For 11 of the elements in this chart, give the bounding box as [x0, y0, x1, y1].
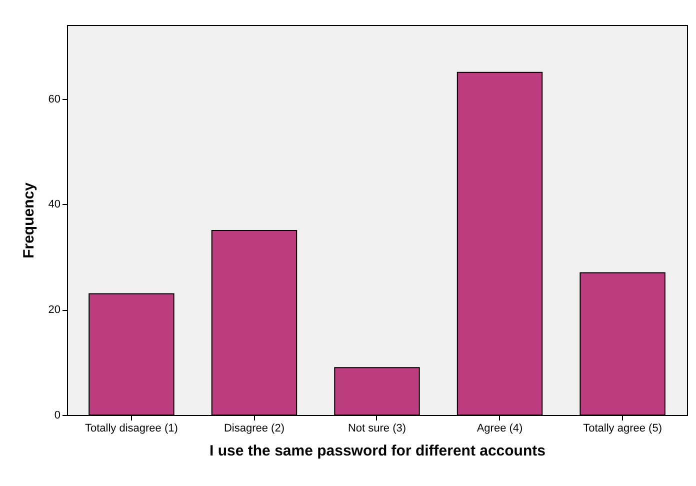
- x-tick-label: Disagree (2): [224, 422, 284, 434]
- x-tick-label: Agree (4): [476, 422, 523, 434]
- x-tick-label: Totally agree (5): [583, 422, 662, 434]
- y-axis-title: Frequency: [20, 182, 38, 258]
- y-tick-label: 0: [54, 410, 60, 422]
- x-tick-label: Totally disagree (1): [84, 422, 178, 434]
- y-tick-label: 20: [48, 304, 60, 316]
- x-axis-title: I use the same password for different accounts: [210, 442, 546, 460]
- x-tick-label: Not sure (3): [348, 422, 406, 434]
- y-tick-label: 40: [48, 198, 60, 211]
- y-tick-label: 60: [48, 93, 60, 106]
